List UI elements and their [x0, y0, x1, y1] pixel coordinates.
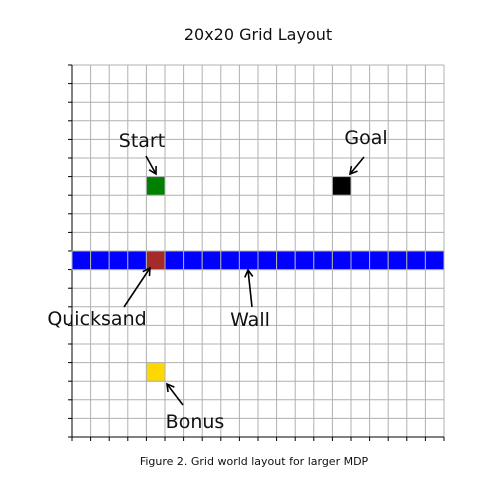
- wall-arrow: [244, 268, 254, 308]
- wall-cell: [201, 250, 222, 271]
- wall-label: Wall: [230, 309, 270, 331]
- wall-cell: [387, 250, 408, 271]
- wall-cell: [71, 250, 92, 271]
- goal-cell: [331, 176, 352, 196]
- wall-cell: [294, 250, 315, 271]
- wall-cell: [90, 250, 110, 271]
- axis-ticks: [68, 64, 445, 441]
- quicksand-label: Quicksand: [47, 308, 146, 330]
- bonus-arrow: [166, 382, 184, 406]
- wall-cell: [276, 250, 296, 271]
- goal-arrow: [348, 156, 365, 176]
- start-label: Start: [119, 130, 165, 152]
- wall-cell: [220, 250, 240, 271]
- figure-caption: Figure 2. Grid world layout for larger M…: [140, 455, 369, 468]
- wall-cell: [424, 250, 445, 271]
- grid-cells: [71, 176, 445, 382]
- start-cell: [145, 176, 166, 196]
- wall-cell: [183, 250, 203, 271]
- wall-cell: [108, 250, 129, 271]
- wall-cell: [331, 250, 352, 271]
- goal-label: Goal: [344, 127, 387, 149]
- wall-cell: [127, 250, 147, 271]
- bonus-cell: [145, 362, 166, 382]
- quicksand-arrow: [123, 266, 151, 308]
- wall-cell: [313, 250, 333, 271]
- bonus-label: Bonus: [166, 411, 225, 433]
- wall-cell: [369, 250, 389, 271]
- wall-cell: [238, 250, 259, 271]
- wall-cell: [164, 250, 185, 271]
- wall-cell: [406, 250, 426, 271]
- diagram-title: 20x20 Grid Layout: [184, 25, 332, 44]
- quicksand-cell: [145, 250, 166, 271]
- wall-cell: [257, 250, 278, 271]
- wall-cell: [350, 250, 371, 271]
- start-arrow: [145, 155, 157, 176]
